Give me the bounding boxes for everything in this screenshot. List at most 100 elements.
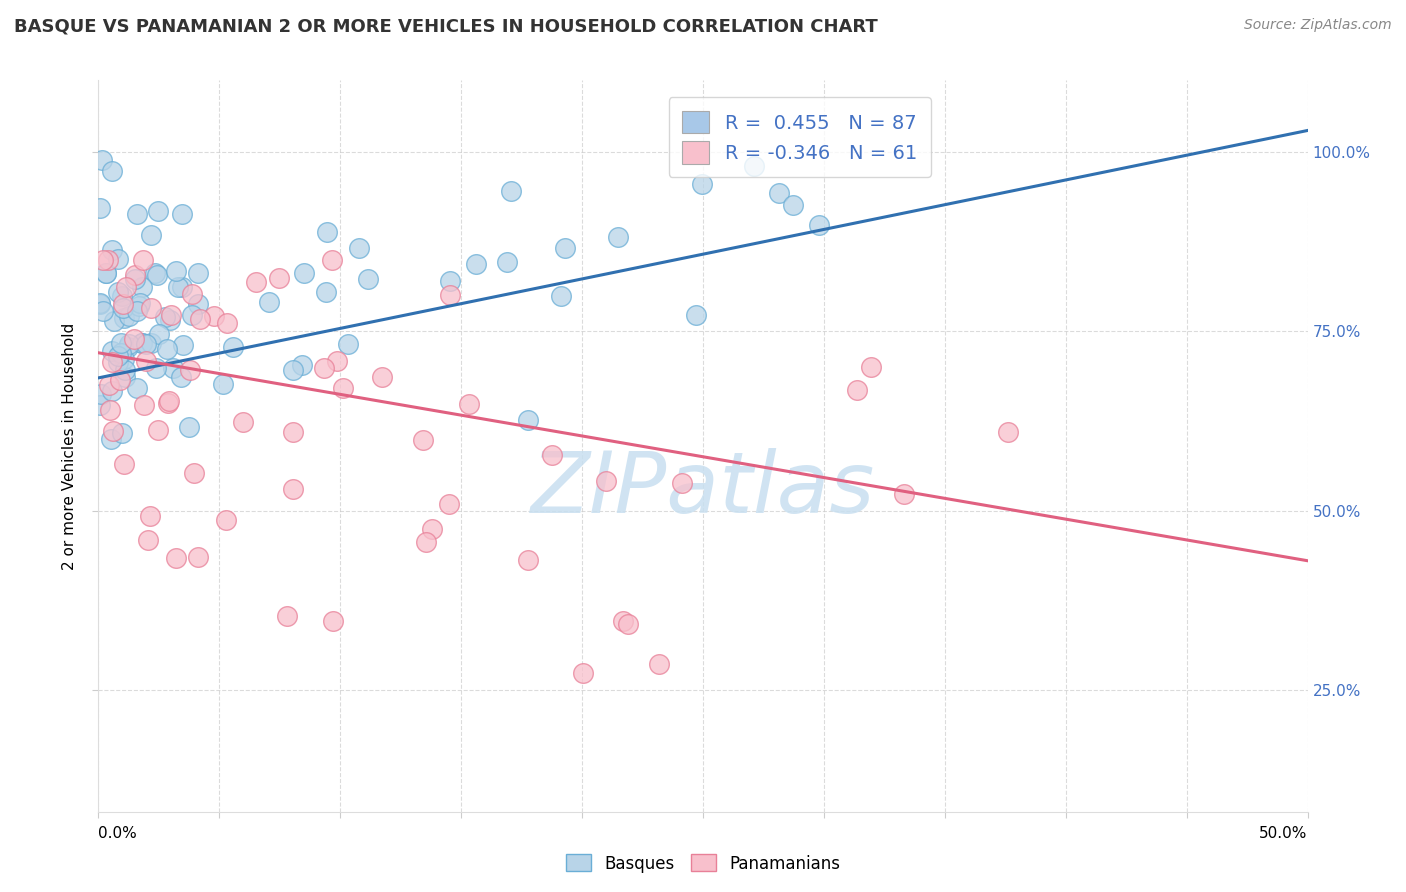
Text: 0.0%: 0.0%	[98, 826, 138, 841]
Point	[357, 272, 380, 286]
Point	[93, 304, 115, 318]
Point	[141, 336, 163, 351]
Point	[139, 508, 162, 523]
Point	[458, 397, 481, 411]
Point	[169, 370, 191, 384]
Point	[412, 433, 434, 447]
Text: ZIPatlas: ZIPatlas	[531, 449, 875, 532]
Point	[165, 551, 187, 566]
Point	[648, 657, 671, 671]
Point	[742, 159, 765, 173]
Point	[768, 186, 790, 201]
Point	[292, 266, 315, 280]
Point	[496, 255, 519, 269]
Point	[516, 553, 538, 567]
Point	[312, 360, 335, 375]
Point	[97, 252, 120, 267]
Point	[90, 387, 112, 401]
Point	[111, 296, 134, 310]
Point	[101, 425, 124, 439]
Point	[612, 614, 634, 628]
Point	[572, 665, 595, 680]
Point	[179, 363, 201, 377]
Point	[232, 415, 254, 429]
Point	[222, 341, 245, 355]
Point	[326, 354, 349, 368]
Point	[132, 398, 155, 412]
Point	[159, 312, 181, 326]
Point	[112, 301, 135, 316]
Point	[111, 289, 134, 303]
Point	[100, 432, 122, 446]
Point	[671, 476, 693, 491]
Point	[187, 266, 209, 280]
Point	[782, 197, 804, 211]
Point	[97, 378, 120, 392]
Point	[114, 363, 136, 377]
Point	[90, 153, 112, 168]
Point	[165, 263, 187, 277]
Point	[157, 396, 180, 410]
Point	[162, 360, 184, 375]
Point	[291, 358, 314, 372]
Point	[347, 241, 370, 255]
Point	[89, 398, 111, 412]
Point	[124, 272, 146, 286]
Point	[94, 266, 117, 280]
Point	[146, 268, 169, 282]
Point	[100, 344, 122, 359]
Point	[100, 355, 122, 369]
Point	[183, 467, 205, 481]
Point	[245, 276, 267, 290]
Point	[110, 336, 132, 351]
Point	[860, 359, 883, 374]
Point	[202, 310, 225, 324]
Point	[139, 228, 162, 243]
Point	[135, 354, 157, 368]
Point	[108, 373, 131, 387]
Point	[257, 294, 280, 309]
Y-axis label: 2 or more Vehicles in Household: 2 or more Vehicles in Household	[62, 322, 77, 570]
Point	[131, 335, 153, 350]
Point	[322, 614, 344, 628]
Point	[89, 201, 111, 215]
Point	[112, 310, 135, 325]
Point	[269, 270, 291, 285]
Point	[155, 310, 177, 324]
Point	[808, 218, 831, 232]
Point	[187, 549, 209, 564]
Point	[845, 383, 868, 397]
Point	[166, 280, 188, 294]
Point	[98, 403, 121, 417]
Point	[148, 423, 170, 437]
Point	[159, 309, 181, 323]
Text: Source: ZipAtlas.com: Source: ZipAtlas.com	[1244, 18, 1392, 32]
Point	[148, 326, 170, 341]
Point	[321, 252, 343, 267]
Point	[114, 280, 136, 294]
Point	[156, 342, 179, 356]
Point	[89, 296, 111, 310]
Point	[111, 425, 134, 440]
Point	[283, 362, 305, 376]
Point	[124, 332, 146, 346]
Point	[117, 336, 139, 351]
Point	[465, 257, 488, 271]
Point	[127, 304, 149, 318]
Point	[110, 345, 132, 359]
Point	[157, 393, 180, 408]
Point	[336, 336, 359, 351]
Point	[276, 609, 298, 624]
Point	[893, 487, 915, 501]
Point	[415, 534, 437, 549]
Point	[117, 340, 139, 354]
Point	[212, 377, 235, 392]
Point	[181, 286, 204, 301]
Point	[315, 225, 337, 239]
Point	[107, 355, 129, 369]
Point	[114, 370, 136, 384]
Point	[188, 311, 211, 326]
Point	[94, 266, 117, 280]
Point	[107, 285, 129, 299]
Point	[125, 207, 148, 221]
